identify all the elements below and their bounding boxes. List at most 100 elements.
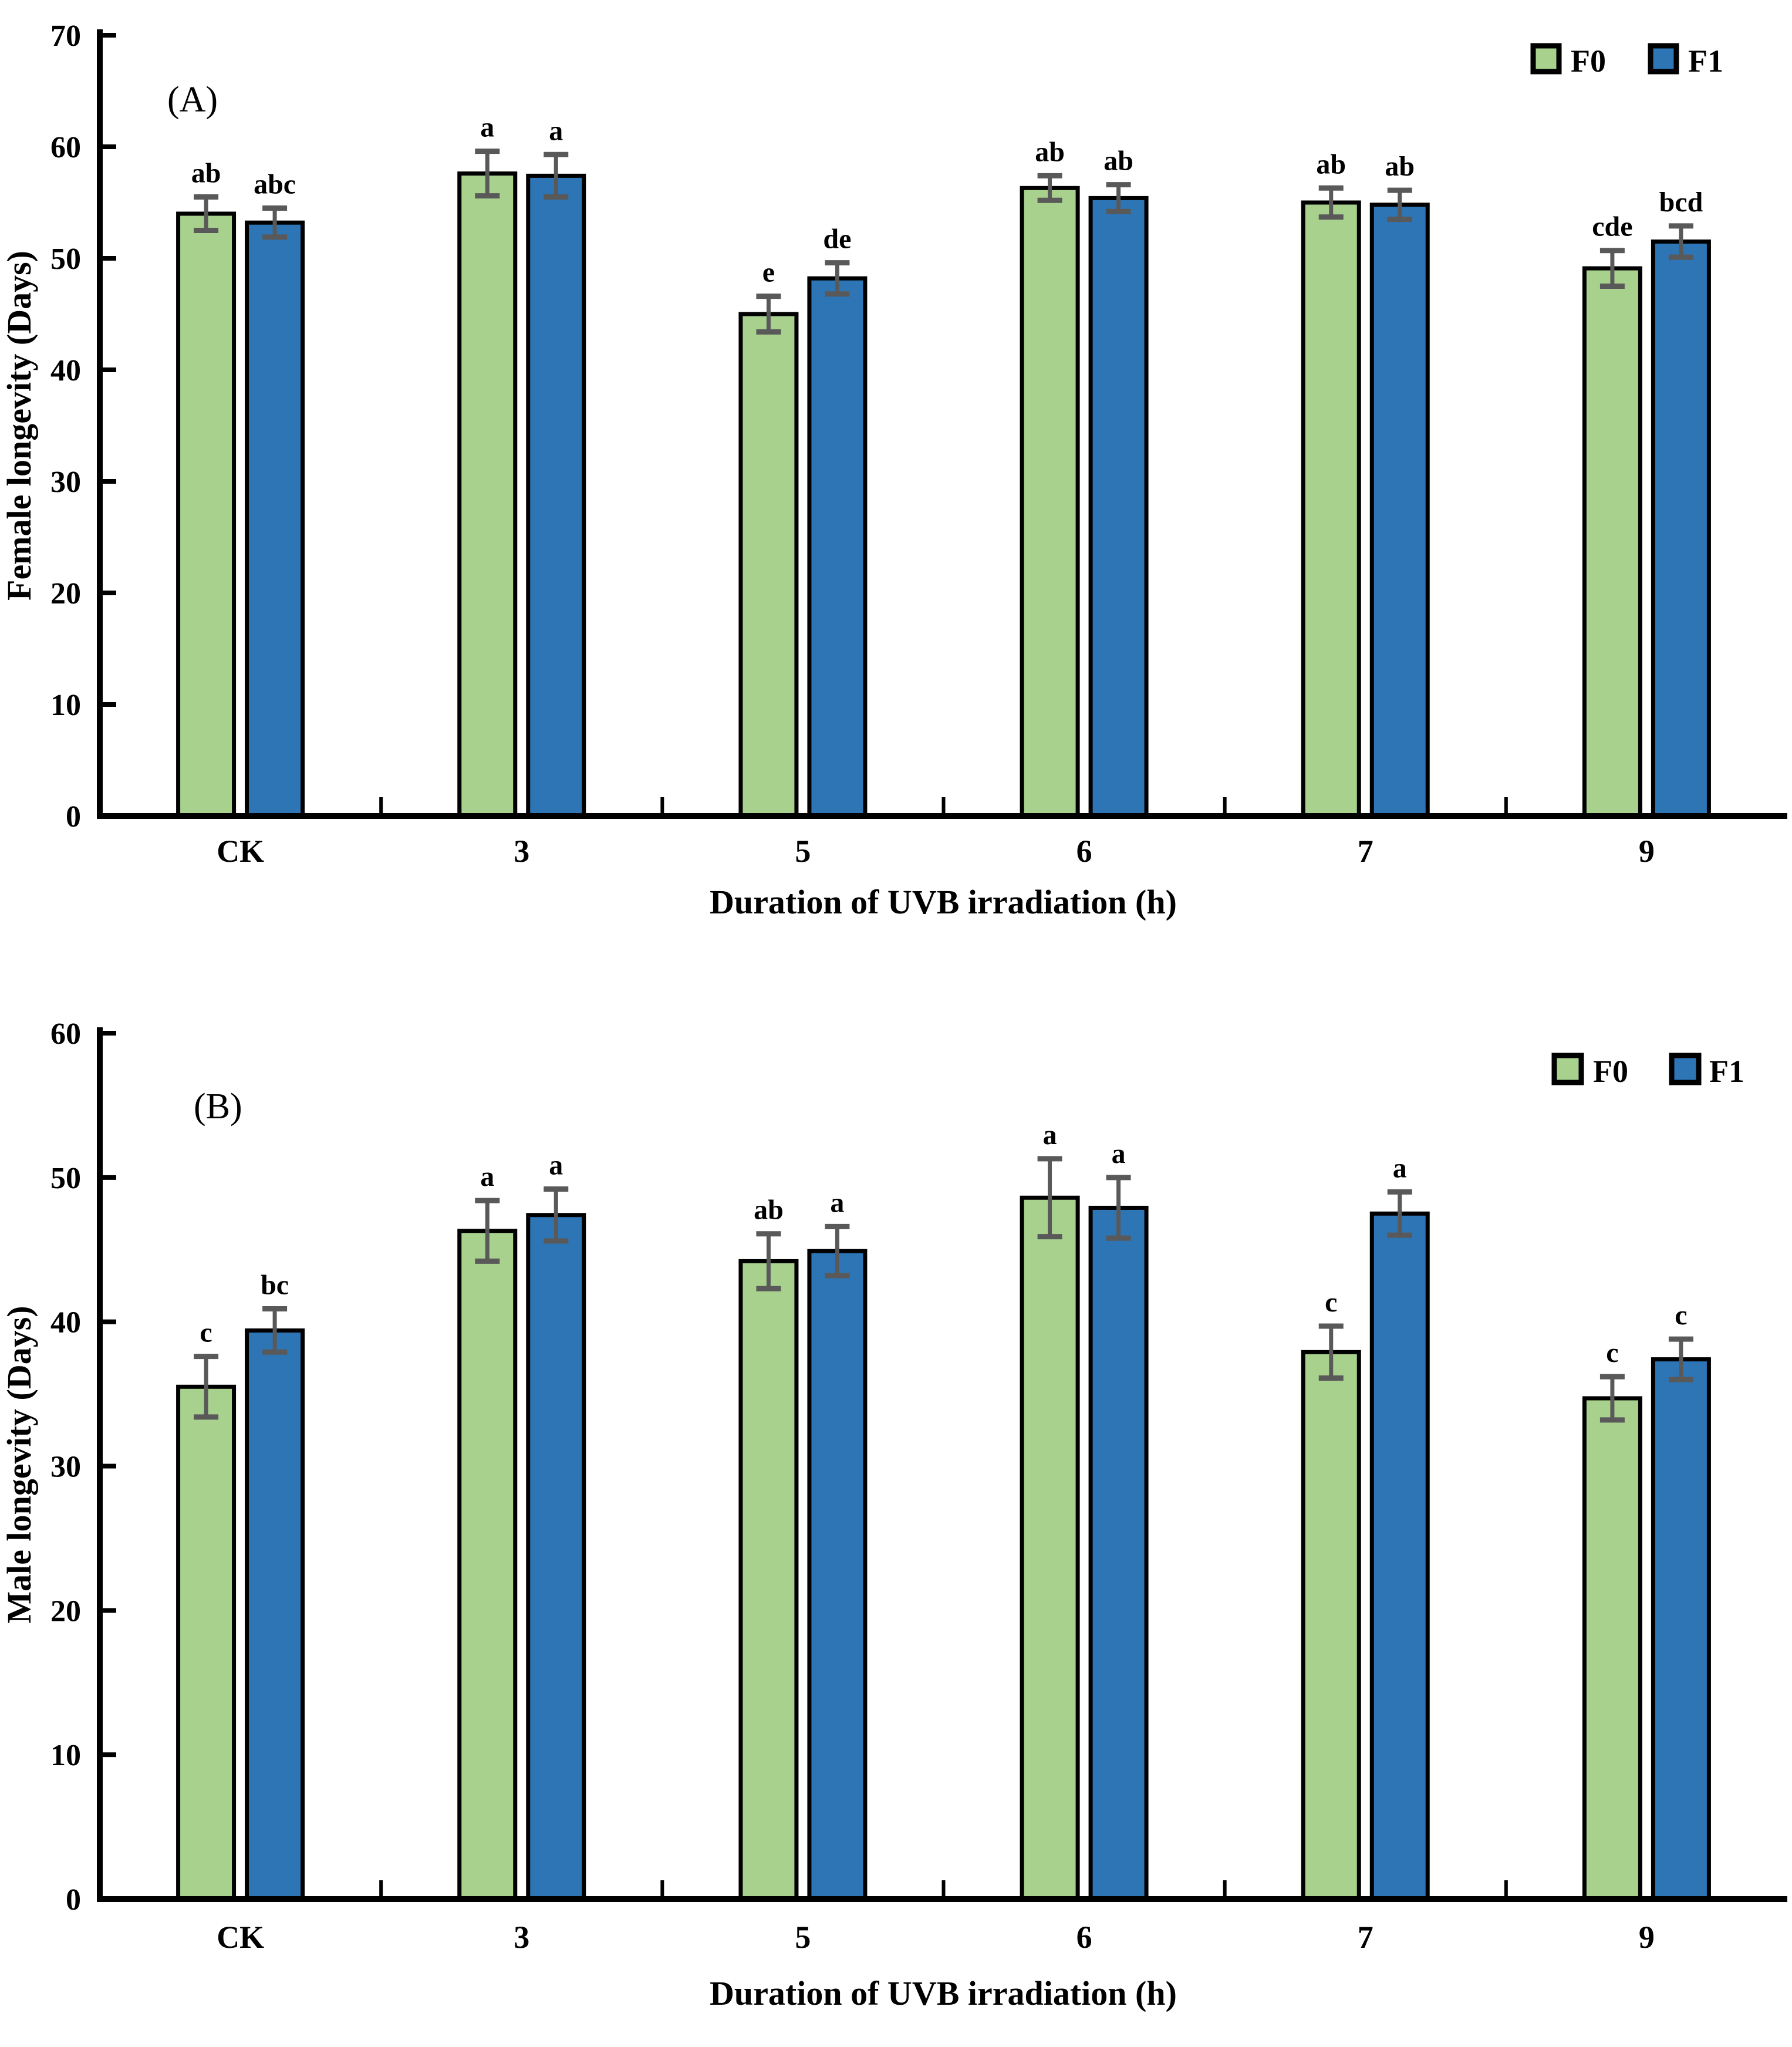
- significance-letter: a: [480, 112, 494, 143]
- panel-b-legend-f0-swatch: [1551, 1053, 1584, 1085]
- significance-letter: a: [1043, 1119, 1057, 1151]
- bar-f1-7: [1369, 1211, 1430, 1901]
- panel-b-plot: c bc a a ab a a a c a c c 0 10 20 30 40 50 60 CK 3 5 6 7 9: [50, 1017, 1787, 1955]
- significance-letter: a: [1112, 1138, 1126, 1169]
- x-category-label: 9: [1639, 1920, 1655, 1955]
- bar-f0-9: [1582, 1396, 1642, 1901]
- bar-f0-3: [457, 171, 518, 818]
- panel-a-legend-f0-swatch: [1530, 43, 1562, 75]
- bar-f1-7: [1369, 203, 1430, 818]
- panel-a-legend: F0 F1: [1530, 43, 1723, 79]
- bar-f1-CK: [245, 1328, 305, 1901]
- significance-letter: ab: [754, 1195, 784, 1226]
- x-category-label: 6: [1076, 834, 1092, 869]
- x-category-label: CK: [217, 834, 264, 869]
- y-tick-label: 30: [50, 466, 81, 499]
- y-tick-label: 50: [50, 242, 81, 276]
- x-category-label: 7: [1358, 1920, 1373, 1955]
- panel-a-legend-f1-swatch: [1648, 43, 1679, 75]
- error-bar: [1668, 1336, 1693, 1382]
- x-category-label: 5: [795, 834, 811, 869]
- panel-b-legend-f1-swatch: [1669, 1053, 1702, 1085]
- y-tick-label: 30: [50, 1451, 81, 1484]
- bar-f0-CK: [176, 1384, 237, 1901]
- significance-letter: c: [1675, 1300, 1687, 1331]
- error-bar: [544, 1186, 569, 1244]
- y-tick-label: 0: [66, 800, 81, 834]
- error-bar: [262, 205, 288, 240]
- error-bar: [1318, 1323, 1344, 1381]
- x-category-label: 3: [514, 834, 529, 869]
- significance-letter: c: [1325, 1287, 1337, 1318]
- error-bar: [262, 1306, 288, 1355]
- error-bar: [194, 194, 219, 233]
- x-category-label: 7: [1358, 834, 1373, 869]
- error-bar: [1037, 173, 1062, 203]
- y-tick-label: 20: [50, 1594, 81, 1628]
- error-bar: [475, 1198, 500, 1264]
- significance-letter: c: [1606, 1337, 1618, 1368]
- bar-f1-6: [1088, 1205, 1149, 1901]
- significance-letter: e: [762, 257, 775, 288]
- y-tick-label: 0: [66, 1883, 81, 1917]
- panel-b-legend-f0-label: F0: [1593, 1054, 1628, 1089]
- panel-b-label: (B): [194, 1087, 242, 1127]
- significance-letter: c: [200, 1317, 212, 1348]
- bar-f1-9: [1651, 1357, 1711, 1901]
- error-bar: [1599, 248, 1625, 289]
- significance-letter: bcd: [1659, 187, 1703, 218]
- bar-f0-CK: [176, 211, 237, 818]
- bar-f0-7: [1301, 200, 1361, 818]
- error-bar: [1387, 1189, 1412, 1238]
- y-tick-label: 50: [50, 1162, 81, 1195]
- y-tick-label: 60: [50, 1017, 81, 1051]
- x-category-label: 6: [1076, 1920, 1092, 1955]
- bar-f1-6: [1088, 195, 1149, 818]
- error-bar: [544, 151, 569, 200]
- bar-f0-5: [738, 312, 799, 818]
- y-tick-label: 40: [50, 1306, 81, 1340]
- panel-a-legend-f0-label: F0: [1571, 43, 1606, 79]
- significance-letter: a: [549, 115, 563, 146]
- significance-letter: ab: [1035, 136, 1065, 167]
- significance-letter: ab: [1103, 146, 1133, 177]
- panel-a-y-axis-title: Female longevity (Days): [0, 251, 38, 601]
- significance-letter: de: [823, 224, 851, 255]
- significance-letter: abc: [254, 169, 296, 200]
- bar-f0-5: [738, 1259, 799, 1901]
- panel-b-y-axis-title: Male longevity (Days): [0, 1306, 38, 1623]
- error-bar: [1037, 1156, 1062, 1240]
- significance-letter: a: [549, 1150, 563, 1181]
- error-bar: [825, 260, 850, 297]
- significance-letter: cde: [1592, 211, 1632, 242]
- panel-a-legend-f1-label: F1: [1688, 43, 1723, 79]
- x-category-label: 9: [1639, 834, 1655, 869]
- panel-b-legend: F0 F1: [1551, 1053, 1744, 1089]
- panel-a-x-axis-title: Duration of UVB irradiation (h): [710, 883, 1177, 921]
- x-category-label: 5: [795, 1920, 811, 1955]
- panel-b-legend-f1-label: F1: [1709, 1054, 1744, 1089]
- y-tick-label: 10: [50, 689, 81, 722]
- bar-f0-6: [1020, 186, 1080, 818]
- error-bar: [194, 1354, 219, 1420]
- error-bar: [1318, 185, 1344, 220]
- bar-f0-6: [1020, 1195, 1080, 1901]
- y-tick-label: 60: [50, 131, 81, 164]
- significance-letter: ab: [191, 158, 221, 189]
- error-bar: [756, 294, 781, 335]
- y-tick-label: 10: [50, 1739, 81, 1772]
- significance-letter: a: [480, 1161, 494, 1192]
- y-tick-label: 70: [50, 19, 81, 53]
- y-tick-label: 40: [50, 354, 81, 387]
- significance-letter: ab: [1316, 149, 1346, 180]
- error-bar: [756, 1231, 781, 1291]
- error-bar: [1106, 1175, 1131, 1241]
- error-bar: [1668, 223, 1693, 260]
- bar-f1-5: [807, 276, 868, 818]
- error-bar: [1387, 187, 1412, 222]
- bar-f0-3: [457, 1229, 518, 1901]
- bar-f1-3: [526, 1213, 586, 1901]
